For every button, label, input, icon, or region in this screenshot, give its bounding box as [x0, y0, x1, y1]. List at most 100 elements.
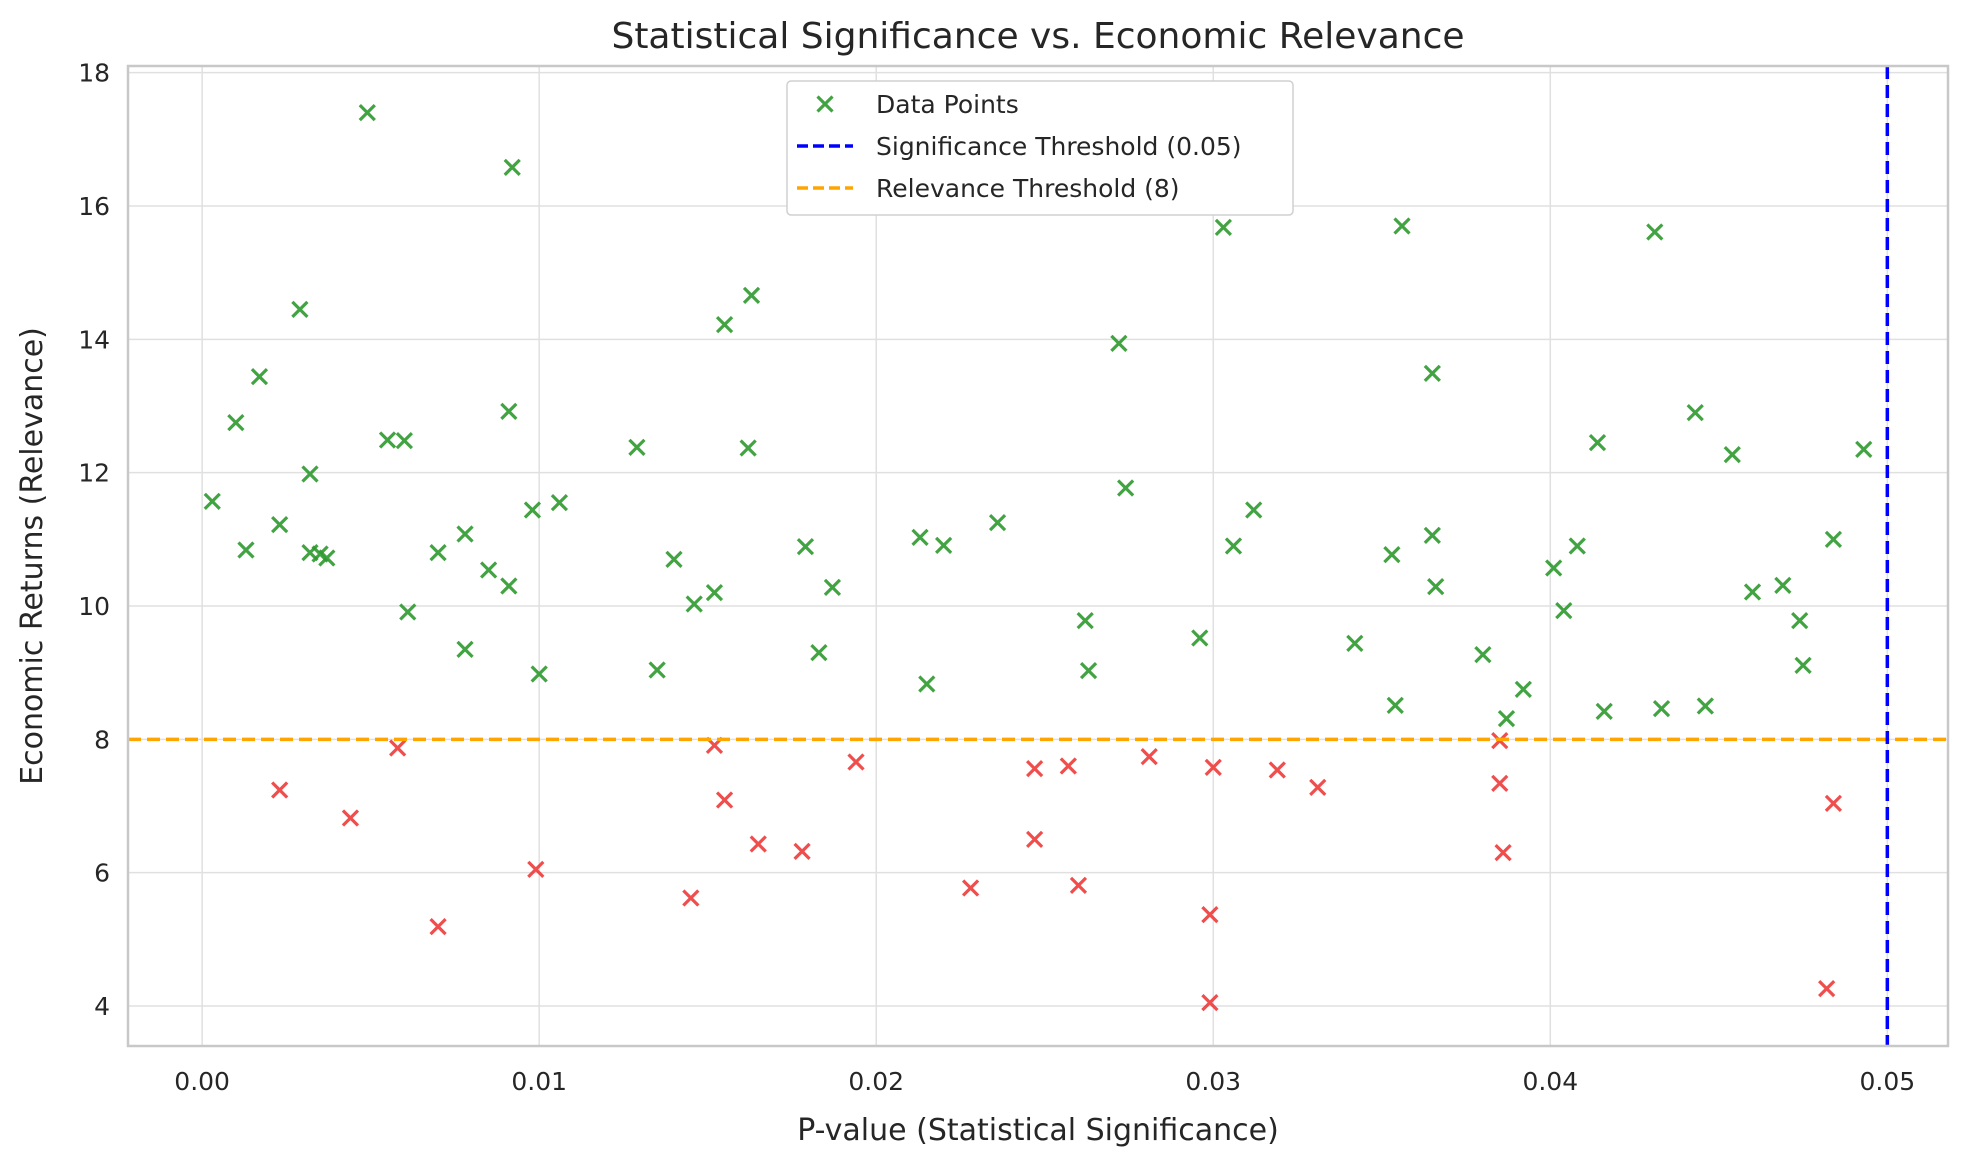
- data-point: [1191, 629, 1209, 647]
- legend: Data Points Significance Threshold (0.05…: [786, 80, 1294, 216]
- legend-marker-x: [816, 95, 834, 113]
- data-point: [1116, 479, 1135, 497]
- data-point: [500, 577, 518, 595]
- data-point: [456, 525, 474, 543]
- data-point: [749, 835, 767, 853]
- legend-label-data-points: Data Points: [876, 90, 1019, 119]
- data-point: [1245, 501, 1263, 519]
- data-point: [1514, 680, 1532, 698]
- data-point: [705, 584, 724, 602]
- data-point: [1204, 758, 1222, 776]
- data-point: [934, 536, 953, 554]
- data-point: [250, 368, 269, 386]
- x-tick-label: 0.01: [511, 1067, 567, 1096]
- legend-box: [786, 80, 1294, 216]
- data-point: [479, 561, 498, 579]
- y-tick-label: 14: [78, 325, 110, 354]
- data-point: [1824, 794, 1843, 812]
- data-point: [1079, 662, 1098, 680]
- data-point: [341, 809, 360, 827]
- data-point: [1497, 710, 1516, 728]
- data-point: [715, 316, 734, 334]
- data-point: [503, 158, 521, 176]
- grid-lines: [128, 66, 1948, 1046]
- data-point: [1568, 537, 1586, 555]
- y-tick-label: 8: [94, 725, 110, 754]
- legend-marker-data-points: [816, 95, 834, 113]
- data-point: [961, 879, 980, 897]
- data-point: [1855, 440, 1873, 458]
- data-point: [1309, 778, 1327, 796]
- data-point: [796, 538, 815, 556]
- data-point: [1140, 748, 1158, 766]
- data-point: [1794, 656, 1812, 674]
- data-point: [291, 300, 309, 318]
- data-point: [527, 860, 545, 878]
- x-tick-label: 0.02: [848, 1067, 904, 1096]
- y-tick-label: 18: [78, 59, 110, 88]
- x-tick-label: 0.05: [1859, 1067, 1915, 1096]
- data-point: [1423, 364, 1441, 382]
- data-point: [1214, 218, 1233, 236]
- data-point: [399, 603, 417, 621]
- data-point: [1386, 696, 1404, 714]
- data-point: [550, 494, 569, 512]
- data-point: [1652, 700, 1671, 718]
- data-point: [1427, 578, 1445, 596]
- data-point: [1494, 844, 1512, 862]
- x-axis-label: P-value (Statistical Significance): [797, 1113, 1279, 1148]
- data-point: [395, 432, 414, 450]
- data-point: [911, 528, 929, 546]
- data-point: [1393, 217, 1411, 235]
- data-point: [810, 644, 828, 662]
- y-tick-label: 16: [78, 192, 110, 221]
- y-axis-label: Economic Returns (Relevance): [15, 327, 50, 785]
- y-tick-labels: 4 6 8 10 12 14 16 18: [78, 59, 110, 1021]
- data-point: [523, 501, 542, 519]
- data-point: [203, 492, 221, 510]
- data-point: [1423, 526, 1441, 544]
- data-point: [271, 516, 289, 534]
- data-point: [429, 918, 447, 936]
- data-point: [685, 595, 703, 613]
- legend-label-relevance: Relevance Threshold (8): [876, 174, 1180, 203]
- data-points: [203, 104, 1873, 1012]
- data-point: [429, 544, 447, 562]
- data-point: [227, 414, 245, 432]
- data-point: [456, 640, 474, 658]
- data-point: [1818, 980, 1836, 998]
- x-tick-label: 0.03: [1185, 1067, 1241, 1096]
- legend-label-significance: Significance Threshold (0.05): [876, 132, 1242, 161]
- data-point: [1774, 576, 1792, 594]
- data-point: [1025, 830, 1044, 848]
- data-point: [1545, 559, 1563, 577]
- data-point: [823, 578, 842, 596]
- data-point: [1646, 223, 1664, 241]
- data-point: [1696, 697, 1714, 715]
- chart-title: Statistical Significance vs. Economic Re…: [611, 16, 1464, 57]
- x-tick-label: 0.00: [174, 1067, 230, 1096]
- data-point: [1069, 876, 1088, 894]
- y-tick-label: 12: [78, 459, 110, 488]
- data-point: [1268, 761, 1286, 779]
- plot-frame: [126, 64, 1950, 1048]
- data-point: [530, 665, 548, 683]
- data-point: [1059, 757, 1077, 775]
- data-point: [1588, 434, 1607, 452]
- data-point: [742, 286, 761, 304]
- plot-background: [128, 66, 1948, 1046]
- data-point: [318, 549, 336, 567]
- data-point: [648, 661, 666, 679]
- data-point: [1383, 546, 1401, 564]
- data-point: [1110, 334, 1128, 352]
- data-point: [847, 753, 865, 771]
- data-point: [1201, 994, 1219, 1012]
- data-point: [988, 514, 1007, 532]
- data-point: [918, 675, 936, 693]
- data-point: [358, 104, 376, 122]
- data-point: [1491, 774, 1509, 792]
- data-point: [500, 402, 518, 420]
- y-tick-label: 4: [94, 992, 110, 1021]
- y-tick-label: 10: [78, 592, 110, 621]
- x-tick-label: 0.04: [1522, 1067, 1578, 1096]
